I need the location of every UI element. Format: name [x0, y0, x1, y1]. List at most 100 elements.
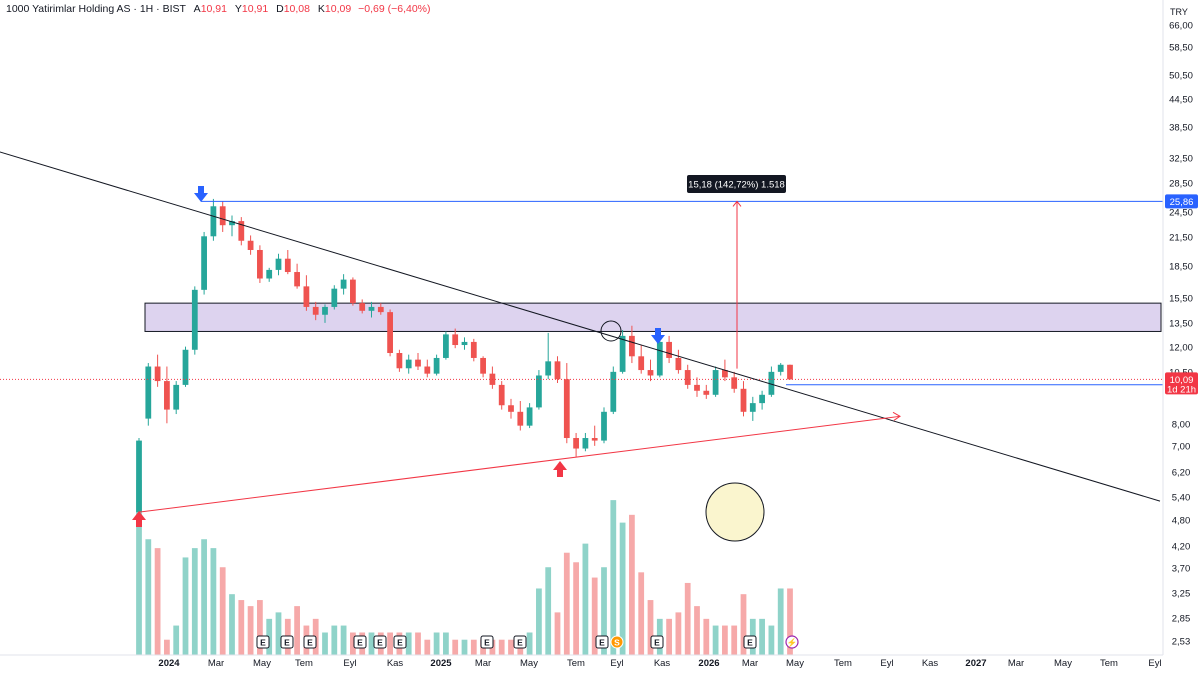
candle-body	[331, 288, 338, 307]
candle-body	[405, 359, 412, 369]
time-tick-label: 2026	[698, 658, 719, 669]
time-tick-label: May	[253, 658, 271, 669]
price-tick-label: 50,50	[1169, 71, 1193, 82]
volume-bar	[136, 480, 142, 655]
price-tick-label: 5,40	[1172, 493, 1191, 504]
candle-body	[312, 306, 319, 315]
earnings-event-marker[interactable]: E	[480, 635, 494, 649]
legend-header: 1000 Yatirimlar Holding AS · 1H · BIST A…	[6, 3, 431, 15]
price-tick-label: 4,20	[1172, 542, 1191, 553]
volume-bar	[470, 639, 477, 655]
earnings-event-marker[interactable]: E	[303, 635, 317, 649]
earnings-event-marker[interactable]: E	[280, 635, 294, 649]
candle-body	[396, 353, 403, 369]
resistance-zone-box[interactable]	[144, 302, 1162, 332]
symbol-title[interactable]: 1000 Yatirimlar Holding AS · 1H · BIST	[6, 3, 186, 15]
split-event-marker[interactable]: S	[610, 635, 624, 649]
volume-bar	[257, 600, 263, 655]
price-tick-label: 18,50	[1169, 262, 1193, 273]
volume-spike-circle[interactable]	[705, 482, 765, 542]
volume-bar	[619, 522, 626, 655]
volume-bar	[768, 625, 775, 655]
volume-bar	[554, 612, 561, 655]
candle-body	[368, 306, 375, 311]
candle-body	[229, 221, 235, 226]
svg-text:S: S	[614, 638, 620, 648]
candle-body	[257, 249, 263, 279]
svg-text:E: E	[517, 638, 523, 648]
price-tick-label: 21,50	[1169, 233, 1193, 244]
change-value: −0,69 (−6,40%)	[358, 3, 431, 15]
time-tick-label: May	[1054, 658, 1072, 669]
earnings-event-marker[interactable]: E	[743, 635, 757, 649]
volume-bar	[154, 548, 161, 655]
candle-body	[731, 377, 738, 389]
currency-label: TRY	[1170, 7, 1188, 17]
candle-body	[684, 370, 691, 385]
svg-text:E: E	[260, 638, 266, 648]
arrow-up-marker[interactable]	[553, 461, 567, 477]
drawings[interactable]	[144, 302, 1162, 332]
time-tick-label: Eyl	[880, 658, 893, 669]
volume-bar	[759, 618, 765, 655]
volume-bar	[638, 572, 645, 655]
volume-bar	[452, 639, 459, 655]
arrow-down-marker[interactable]	[651, 328, 665, 344]
volume-bar	[387, 632, 393, 655]
high-value: 10,91	[241, 3, 269, 15]
downtrend-line[interactable]	[0, 150, 1161, 502]
candle-body	[350, 279, 356, 304]
volume-bar	[368, 632, 375, 655]
volume-bar	[173, 625, 180, 655]
candle-body	[340, 279, 347, 289]
flash-event-marker[interactable]: ⚡	[785, 635, 799, 649]
volume-bar	[740, 594, 747, 655]
price-tick-label: 8,00	[1172, 420, 1191, 431]
price-tick-label: 44,50	[1169, 95, 1193, 106]
candle-body	[164, 381, 170, 410]
volume-bar	[443, 632, 449, 655]
time-tick-label: Tem	[1100, 658, 1118, 669]
time-axis[interactable]: 2024 Mar May Tem Eyl Kas 2025 Mar May Tem Eyl Kas 20…	[158, 658, 1161, 669]
earnings-event-marker[interactable]: E	[256, 635, 270, 649]
time-tick-label: Tem	[567, 658, 585, 669]
candle-body	[303, 286, 310, 307]
svg-text:E: E	[377, 638, 383, 648]
svg-text:E: E	[284, 638, 290, 648]
candle-body	[275, 258, 282, 270]
volume-bar	[415, 632, 421, 655]
breakout-circle[interactable]	[600, 320, 622, 342]
candle-body	[749, 403, 756, 412]
volume-bar	[191, 548, 198, 655]
price-tag-label: 25,86	[1170, 197, 1194, 208]
candle-body	[777, 364, 784, 372]
arrow-down-marker[interactable]	[194, 186, 208, 202]
earnings-event-marker[interactable]: E	[393, 635, 407, 649]
volume-bar	[340, 625, 347, 655]
earnings-event-marker[interactable]: E	[373, 635, 387, 649]
earnings-event-marker[interactable]: E	[650, 635, 664, 649]
price-tick-label: 4,80	[1172, 516, 1191, 527]
volume-bar	[350, 632, 356, 655]
earnings-event-marker[interactable]: E	[353, 635, 367, 649]
price-tick-label: 32,50	[1169, 154, 1193, 165]
candle-body	[638, 356, 645, 371]
price-tick-label: 3,70	[1172, 564, 1191, 575]
time-tick-label: 2027	[965, 658, 986, 669]
volume-bar	[610, 500, 617, 655]
volume-bar	[164, 639, 170, 655]
candle-body	[145, 366, 152, 419]
arrow-up-marker[interactable]	[132, 511, 146, 527]
earnings-event-marker[interactable]: E	[513, 635, 527, 649]
uptrend-line[interactable]	[138, 415, 901, 513]
earnings-event-marker[interactable]: E	[595, 635, 609, 649]
volume-bar	[433, 632, 440, 655]
candle-body	[666, 341, 672, 358]
svg-text:E: E	[307, 638, 313, 648]
candle-body	[266, 269, 273, 279]
candle-body	[154, 366, 161, 382]
